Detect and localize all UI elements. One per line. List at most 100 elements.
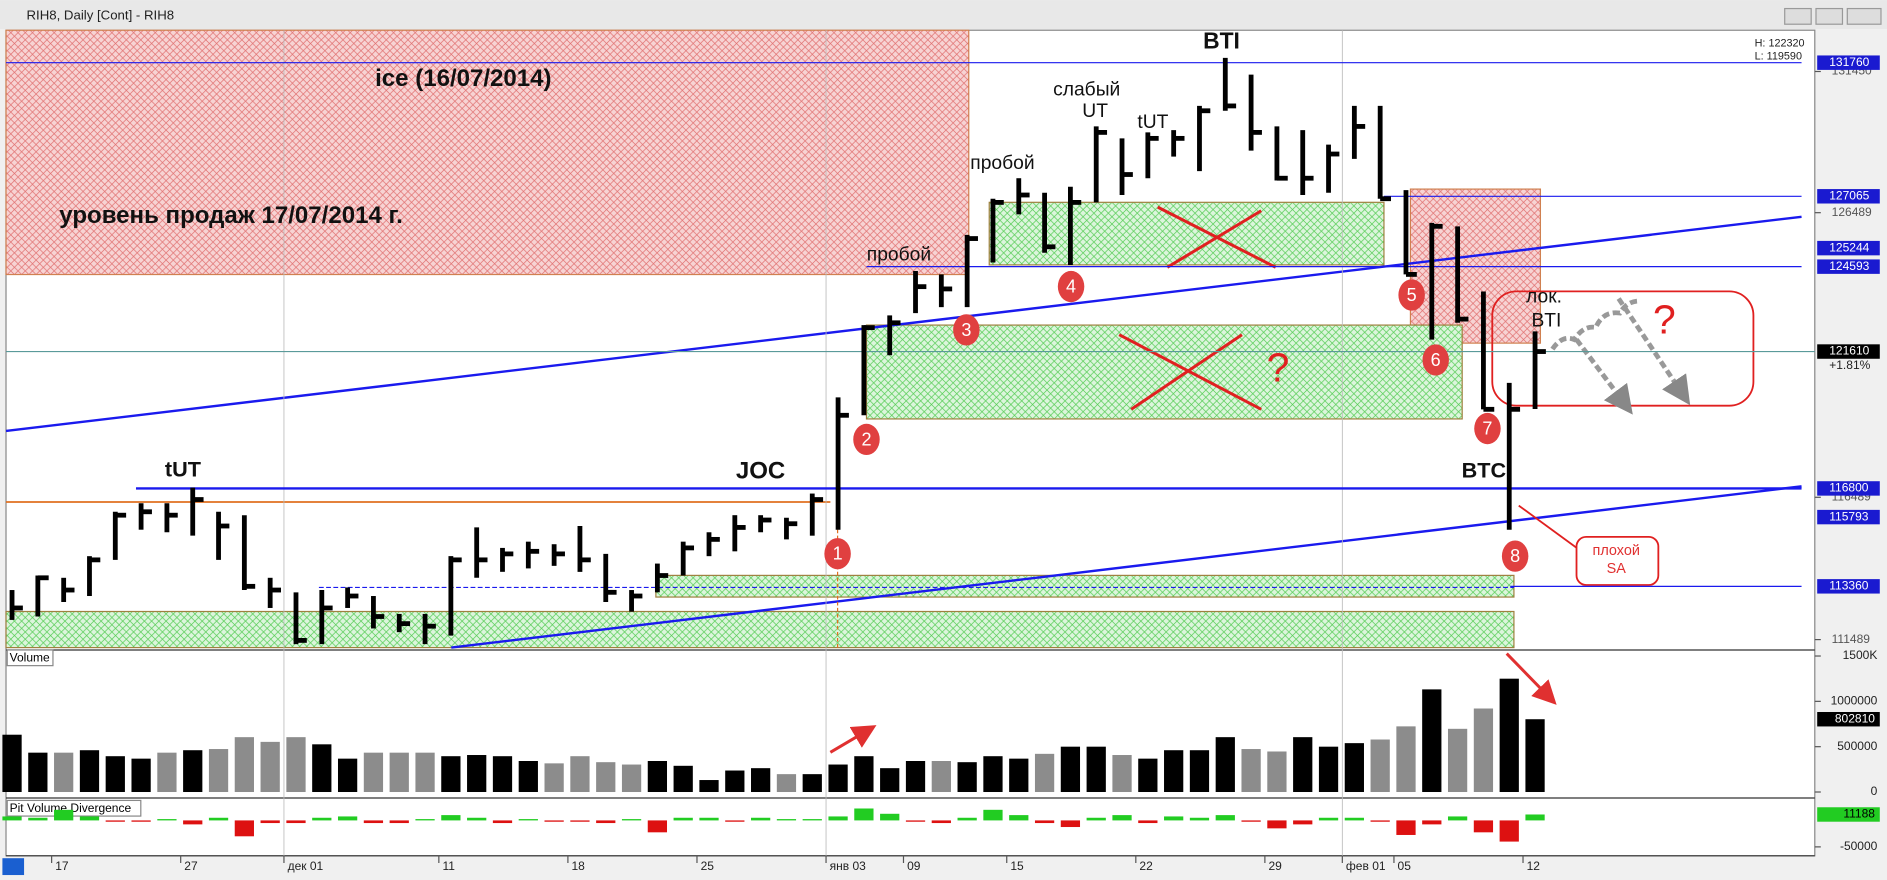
- note-box: [1575, 535, 1660, 586]
- annotation: ?: [1653, 296, 1676, 342]
- bar: [1370, 820, 1390, 822]
- bar: [751, 768, 771, 793]
- bar: [1009, 815, 1029, 821]
- bar: [1241, 749, 1261, 793]
- bar: [1293, 737, 1313, 793]
- level-label: 116800: [1829, 481, 1869, 495]
- level-label: 115793: [1829, 509, 1869, 523]
- annotation: SA: [1607, 561, 1627, 577]
- title-bar: [0, 0, 1887, 30]
- point-label: 7: [1482, 419, 1492, 439]
- bar: [286, 737, 306, 793]
- bar: [1060, 820, 1081, 828]
- point-marker: [1501, 540, 1529, 572]
- bar: [854, 808, 874, 821]
- bar: [544, 820, 564, 822]
- bar: [621, 819, 642, 821]
- bar: [1293, 820, 1313, 825]
- bar: [1034, 820, 1055, 824]
- x-tick-label: дек 01: [288, 859, 324, 873]
- x-tick-label: 27: [184, 859, 198, 873]
- y-tick-label: 126489: [1832, 205, 1872, 219]
- annotation: UT: [1082, 101, 1108, 122]
- bar: [312, 817, 332, 821]
- low-label: L: 119590: [1755, 51, 1802, 63]
- annotation: BTI: [1531, 311, 1561, 332]
- level-label-box: [1817, 579, 1880, 594]
- level-label: 113360: [1829, 579, 1869, 593]
- close-button[interactable]: [1846, 7, 1882, 25]
- bar: [1215, 737, 1235, 793]
- bar: [1447, 728, 1468, 793]
- point-marker: [953, 314, 980, 346]
- bar: [647, 761, 668, 793]
- bar: [596, 762, 616, 793]
- bar: [1396, 726, 1416, 793]
- bar: [415, 752, 435, 793]
- sell-zone: [5, 29, 970, 276]
- maximize-button[interactable]: [1815, 7, 1844, 25]
- bar: [79, 816, 100, 821]
- x-tick-label: янв 03: [830, 859, 867, 873]
- value-label-box: [1817, 807, 1880, 822]
- annotation: ?: [1267, 345, 1290, 391]
- x-tick-label: 17: [55, 859, 69, 873]
- bar: [105, 756, 125, 793]
- bar: [802, 774, 822, 793]
- bar: [776, 774, 797, 793]
- bar: [1422, 689, 1442, 793]
- bar: [699, 817, 719, 821]
- level-label-box: [1817, 344, 1880, 359]
- menu-icon[interactable]: [2, 858, 25, 876]
- value-label: 802810: [1835, 711, 1875, 725]
- level-label: 125244: [1829, 240, 1869, 254]
- panel-label-box: [6, 649, 54, 667]
- x-tick-label: 12: [1527, 859, 1541, 873]
- minimize-button[interactable]: [1784, 7, 1812, 25]
- bar: [828, 816, 848, 821]
- bar: [854, 756, 874, 793]
- bar: [312, 744, 332, 793]
- annotation: BTI: [1203, 27, 1240, 53]
- bar: [751, 817, 771, 821]
- bar: [725, 770, 745, 793]
- point-marker: [1422, 344, 1449, 376]
- bar: [596, 820, 616, 824]
- x-tick-label: 25: [701, 859, 715, 873]
- note-pointer: [1518, 504, 1578, 549]
- bar: [1344, 743, 1364, 793]
- scenario-arrow: [1550, 298, 1640, 351]
- bar: [441, 756, 461, 793]
- bar: [776, 819, 797, 821]
- bar: [983, 809, 1003, 821]
- point-marker: [1398, 279, 1425, 311]
- y-tick-label: 1500K: [1843, 648, 1878, 662]
- bar: [957, 817, 977, 821]
- point-label: 6: [1431, 350, 1441, 370]
- bar: [79, 750, 100, 793]
- x-tick-label: 18: [572, 859, 586, 873]
- bar: [389, 820, 409, 824]
- bar: [441, 815, 461, 821]
- annotation: пробой: [970, 153, 1034, 174]
- bar: [415, 819, 435, 821]
- bar: [157, 819, 177, 821]
- point-label: 2: [861, 429, 871, 449]
- bar: [337, 758, 358, 793]
- bar: [905, 820, 926, 822]
- bar: [131, 820, 151, 822]
- bar: [54, 752, 74, 793]
- bar: [1086, 817, 1106, 821]
- bar: [183, 750, 203, 793]
- bar: [1499, 820, 1519, 842]
- bar: [647, 820, 668, 833]
- bar: [673, 817, 693, 821]
- bar: [286, 820, 306, 824]
- bar: [208, 749, 229, 793]
- cross-mark: [1118, 205, 1277, 411]
- bar: [1241, 820, 1261, 822]
- bar: [1473, 708, 1494, 793]
- bar: [828, 764, 848, 793]
- bar: [1215, 815, 1235, 821]
- x-tick-label: 15: [1010, 859, 1024, 873]
